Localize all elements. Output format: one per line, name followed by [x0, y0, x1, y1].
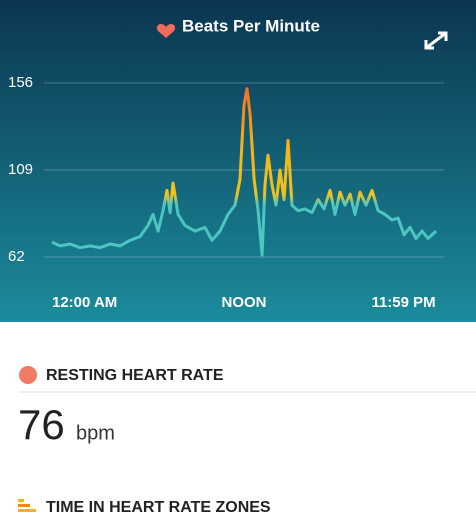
y-tick-label: 156	[8, 74, 33, 91]
heart-icon	[19, 366, 37, 384]
x-tick-label: 11:59 PM	[371, 294, 435, 311]
plot: 62 109 156 12:00 AM NOON 11:59 PM	[8, 74, 444, 311]
section-title: TIME IN HEART RATE ZONES	[46, 499, 271, 516]
summary-panel	[0, 322, 476, 523]
resting-value: 76	[18, 401, 65, 448]
x-tick-label: 12:00 AM	[52, 294, 117, 311]
heart-icon	[156, 24, 176, 38]
zones-icon	[18, 499, 36, 512]
chart-title: Beats Per Minute	[182, 16, 320, 35]
heart-rate-line	[51, 87, 438, 257]
chart-background	[0, 0, 476, 322]
section-title: RESTING HEART RATE	[46, 367, 224, 384]
resting-unit: bpm	[76, 422, 115, 444]
y-tick-label: 62	[8, 248, 25, 265]
expand-icon[interactable]	[424, 31, 448, 50]
y-tick-label: 109	[8, 161, 33, 178]
x-tick-label: NOON	[222, 294, 267, 311]
